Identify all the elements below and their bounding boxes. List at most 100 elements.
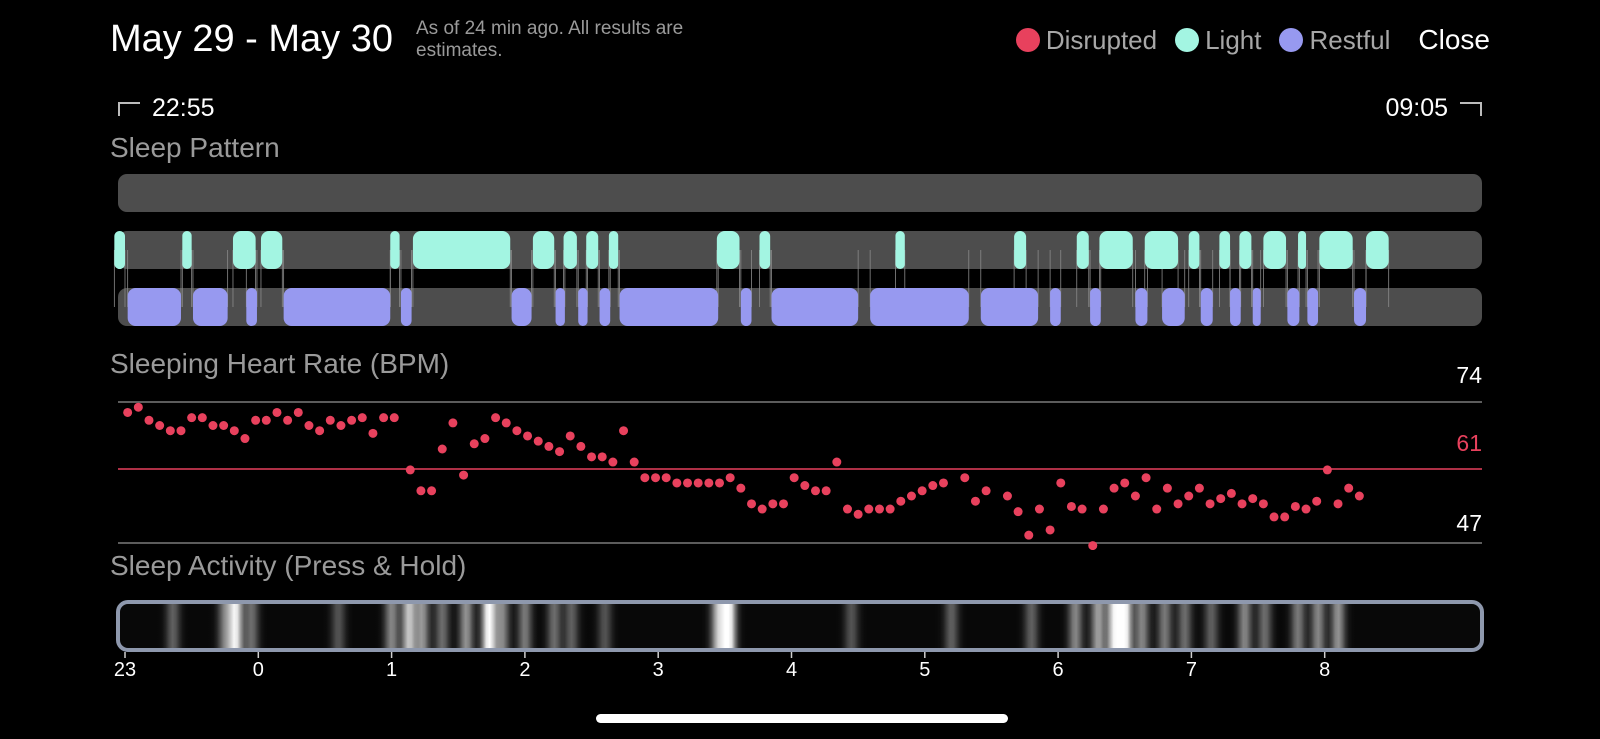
hr-dot [1184, 491, 1194, 501]
restful-segment [192, 288, 228, 326]
light-segment [1144, 231, 1179, 269]
light-segment [1239, 231, 1252, 269]
light-segment [1099, 231, 1133, 269]
hr-dot [1056, 478, 1066, 488]
restful-segment [400, 288, 412, 326]
heart-rate-label: Sleeping Heart Rate (BPM) [110, 348, 450, 379]
hr-dot [437, 444, 447, 454]
restful-segment [771, 288, 859, 326]
hr-dot [133, 402, 143, 412]
hr-dot [272, 407, 282, 417]
hr-dot [832, 457, 842, 467]
light-segment [182, 231, 192, 269]
hr-dot [1024, 530, 1034, 540]
light-segment [563, 231, 577, 269]
hr-dot [693, 478, 703, 488]
hr-dot [1162, 483, 1172, 493]
hr-dot [715, 478, 725, 488]
hr-dot [789, 473, 799, 483]
light-segment [260, 231, 283, 269]
hr-dot [800, 481, 810, 491]
restful-segment [511, 288, 532, 326]
restful-segment [1252, 288, 1261, 326]
activity-bar-border [116, 600, 1484, 652]
close-button[interactable]: Close [1418, 24, 1490, 55]
tick-label: 7 [1186, 659, 1197, 681]
hr-dot [336, 421, 346, 430]
hr-dot [1258, 499, 1268, 509]
restful-segment [283, 288, 391, 326]
hr-dot [501, 418, 511, 428]
hr-dot [1333, 499, 1343, 509]
light-segment [390, 231, 400, 269]
hr-dot [938, 478, 948, 488]
hr-dot [810, 486, 820, 496]
hr-dot [1237, 499, 1247, 509]
start-time: 22:55 [118, 94, 215, 123]
hr-dot [1077, 504, 1087, 514]
hr-dot [619, 426, 629, 436]
hr-dot [640, 473, 650, 483]
home-indicator[interactable] [596, 714, 1008, 723]
hr-dot [325, 415, 335, 425]
restful-segment [1090, 288, 1101, 326]
legend-item-restful: Restful [1279, 25, 1390, 56]
restful-segment [246, 288, 257, 326]
tick-label: 0 [253, 659, 264, 681]
light-segment [759, 231, 771, 269]
tick-label: 1 [386, 659, 397, 681]
hr-dot [1312, 496, 1322, 506]
hr-dot [1226, 488, 1236, 498]
restful-segment [980, 288, 1039, 326]
hr-dot [544, 441, 554, 451]
hr-dot [416, 486, 426, 496]
hr-dot [1216, 494, 1226, 504]
tick-label: 4 [786, 659, 797, 681]
tick-label: 5 [919, 659, 930, 681]
restful-dot-icon [1279, 28, 1304, 52]
hr-dot [1354, 491, 1364, 501]
hr-dot [853, 509, 863, 519]
hr-dot [842, 504, 852, 514]
hr-dot [208, 421, 218, 430]
light-segment [1076, 231, 1089, 269]
light-segment [114, 231, 125, 269]
hr-dot [165, 426, 175, 436]
light-segment [1298, 231, 1307, 269]
activity-heatmap[interactable] [118, 602, 1482, 650]
tick-label: 23 [114, 659, 136, 681]
sleep-activity-label: Sleep Activity (Press & Hold) [110, 550, 467, 581]
start-time-label: 22:55 [152, 94, 215, 122]
hr-dot [533, 436, 543, 446]
restful-segment [619, 288, 719, 326]
hr-dot [555, 447, 565, 457]
light-segment [586, 231, 599, 269]
light-segment [1319, 231, 1353, 269]
hr-dot [469, 439, 479, 449]
heart-rate-chart[interactable] [0, 380, 1600, 550]
hr-dot [427, 486, 437, 496]
hr-dot [1205, 499, 1215, 509]
hr-dot [1344, 483, 1354, 493]
light-segment [1219, 231, 1231, 269]
hr-dot [448, 418, 458, 428]
hr-dot [389, 413, 399, 423]
page-title: May 29 - May 30 [110, 18, 393, 60]
sleep-activity-chart[interactable]: 23 0 1 2 3 4 5 6 7 8 [0, 596, 1600, 686]
hr-dot [459, 470, 469, 480]
hr-dot [155, 421, 165, 430]
hr-max-label: 74 [1456, 362, 1482, 388]
hr-dot [970, 496, 980, 506]
light-segment [608, 231, 619, 269]
tick-label: 3 [653, 659, 664, 681]
tick-label: 6 [1053, 659, 1064, 681]
hr-dot [1013, 507, 1023, 517]
hr-dot [491, 413, 501, 423]
restful-segment [740, 288, 752, 326]
hr-dot [896, 496, 906, 506]
hr-dot [293, 407, 303, 417]
as-of-note: As of 24 min ago. All results are estima… [416, 18, 684, 61]
hr-avg-label: 61 [1456, 430, 1482, 456]
sleep-pattern-chart[interactable] [0, 160, 1600, 340]
hr-dot [315, 426, 325, 436]
